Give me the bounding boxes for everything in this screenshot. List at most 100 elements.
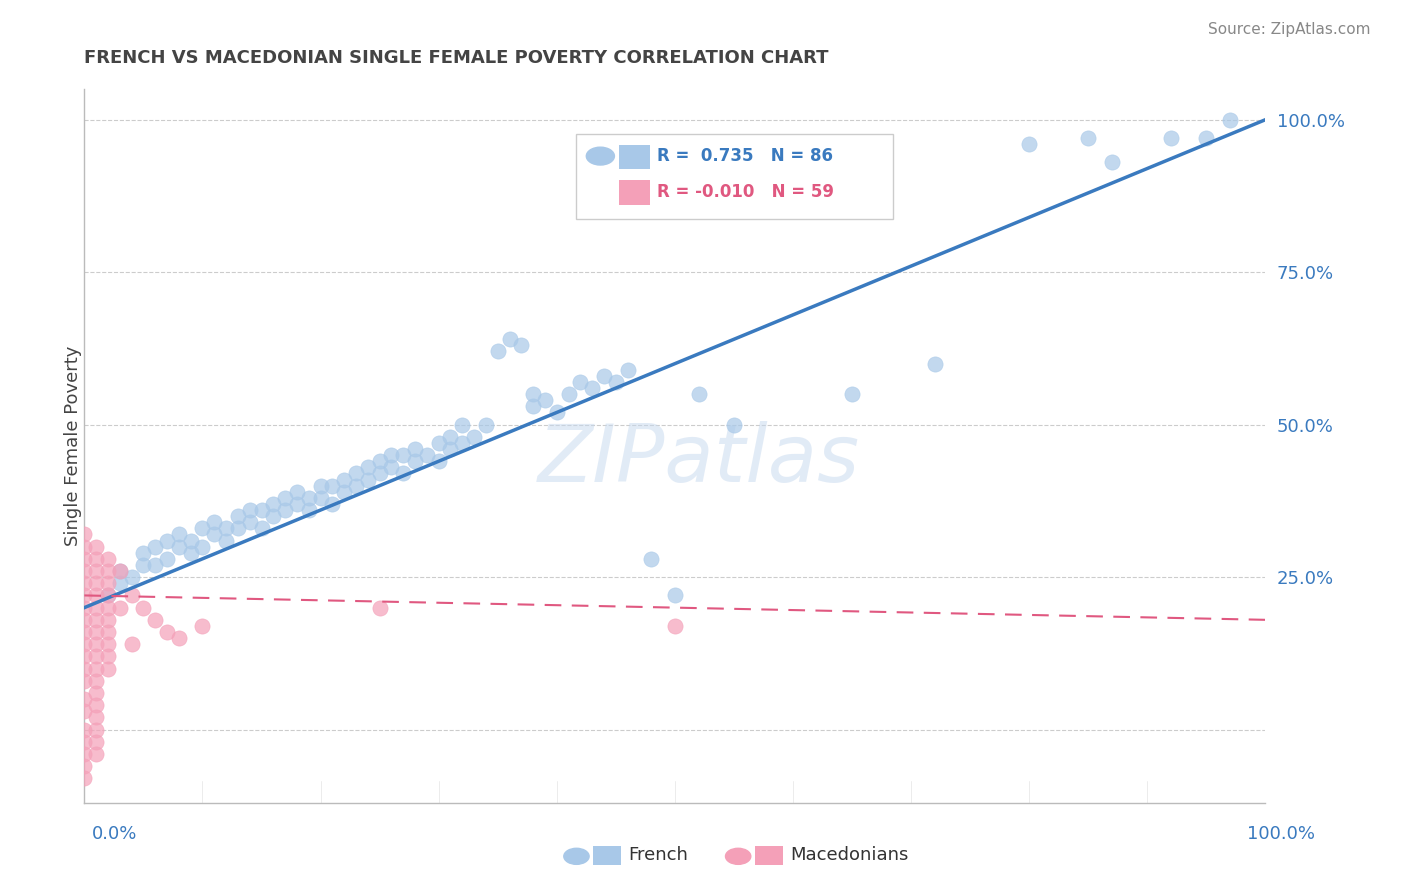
Point xyxy=(841,387,863,401)
Point xyxy=(321,478,343,492)
Point xyxy=(298,491,321,505)
Point xyxy=(97,613,120,627)
Point xyxy=(97,649,120,664)
Y-axis label: Single Female Poverty: Single Female Poverty xyxy=(65,346,82,546)
Point xyxy=(84,589,107,603)
Point xyxy=(557,387,579,401)
Text: ZIPatlas: ZIPatlas xyxy=(537,421,859,500)
Point xyxy=(439,430,461,444)
Point xyxy=(250,521,273,535)
Point xyxy=(309,478,332,492)
Point xyxy=(191,619,214,633)
Point xyxy=(593,368,616,383)
Point xyxy=(404,442,426,456)
Point xyxy=(404,454,426,468)
Point xyxy=(84,637,107,651)
Point xyxy=(97,589,120,603)
Point xyxy=(167,631,190,645)
Point xyxy=(250,503,273,517)
Point xyxy=(534,393,557,408)
Point xyxy=(357,460,380,475)
Point xyxy=(97,551,120,566)
Point xyxy=(581,381,603,395)
Point xyxy=(156,625,179,640)
Point xyxy=(392,448,415,462)
Point xyxy=(427,454,450,468)
Point xyxy=(546,405,568,419)
Point xyxy=(344,478,367,492)
Point xyxy=(84,576,107,591)
Point xyxy=(215,521,238,535)
Text: R =  0.735   N = 86: R = 0.735 N = 86 xyxy=(657,147,832,165)
Text: 0.0%: 0.0% xyxy=(91,825,136,843)
Point xyxy=(1077,131,1099,145)
Point xyxy=(108,564,131,578)
Point xyxy=(191,521,214,535)
Text: Source: ZipAtlas.com: Source: ZipAtlas.com xyxy=(1208,22,1371,37)
Point xyxy=(1219,112,1241,127)
Point xyxy=(226,509,249,524)
Point xyxy=(285,484,308,499)
Point xyxy=(73,637,96,651)
Point xyxy=(84,551,107,566)
Point xyxy=(84,710,107,724)
Point xyxy=(298,503,321,517)
Point xyxy=(274,503,297,517)
Point xyxy=(84,613,107,627)
Point xyxy=(274,491,297,505)
Point xyxy=(84,540,107,554)
Point xyxy=(924,357,946,371)
Point xyxy=(73,527,96,541)
Point xyxy=(475,417,498,432)
Point xyxy=(640,551,662,566)
Point xyxy=(510,338,533,352)
Point xyxy=(215,533,238,548)
Point xyxy=(309,491,332,505)
Point xyxy=(285,497,308,511)
Point xyxy=(427,436,450,450)
Point xyxy=(451,436,474,450)
Point xyxy=(73,613,96,627)
Point xyxy=(321,497,343,511)
Point xyxy=(344,467,367,481)
Point xyxy=(569,375,592,389)
Point xyxy=(664,589,686,603)
Point xyxy=(84,625,107,640)
Point xyxy=(97,637,120,651)
Point xyxy=(333,473,356,487)
Point xyxy=(605,375,627,389)
Point xyxy=(368,600,391,615)
Point xyxy=(121,570,143,584)
Point xyxy=(167,540,190,554)
Point xyxy=(1018,137,1040,152)
Point xyxy=(84,600,107,615)
Point xyxy=(97,662,120,676)
Point xyxy=(84,564,107,578)
Text: 100.0%: 100.0% xyxy=(1247,825,1315,843)
Text: FRENCH VS MACEDONIAN SINGLE FEMALE POVERTY CORRELATION CHART: FRENCH VS MACEDONIAN SINGLE FEMALE POVER… xyxy=(84,49,830,67)
Point xyxy=(97,600,120,615)
Point xyxy=(73,747,96,761)
Point xyxy=(73,600,96,615)
Point xyxy=(84,686,107,700)
Point xyxy=(143,540,166,554)
Point xyxy=(451,417,474,432)
Point xyxy=(84,662,107,676)
Point xyxy=(202,527,225,541)
Point xyxy=(1160,131,1182,145)
Point xyxy=(1101,155,1123,169)
Point xyxy=(121,637,143,651)
Point xyxy=(239,515,262,529)
Point xyxy=(84,649,107,664)
Point xyxy=(132,600,155,615)
Point xyxy=(73,772,96,786)
Point xyxy=(368,454,391,468)
Point xyxy=(180,533,202,548)
Point xyxy=(84,735,107,749)
Point xyxy=(97,625,120,640)
Point xyxy=(167,527,190,541)
Text: R = -0.010   N = 59: R = -0.010 N = 59 xyxy=(657,183,834,201)
Point xyxy=(73,692,96,706)
Point xyxy=(262,497,284,511)
Point xyxy=(180,546,202,560)
